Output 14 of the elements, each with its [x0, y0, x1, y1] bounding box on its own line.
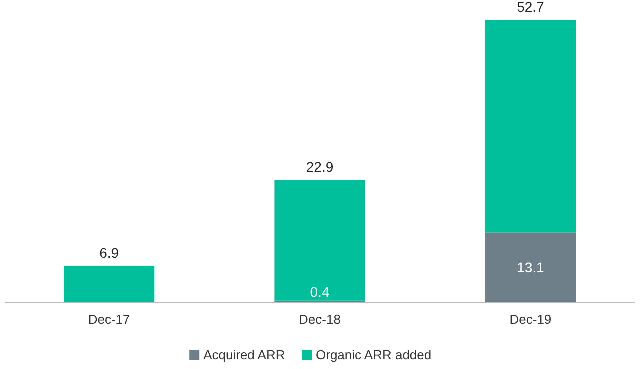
legend-label: Acquired ARR: [204, 348, 286, 363]
bar: [274, 180, 366, 301]
total-label: 52.7: [517, 0, 545, 15]
x-tick-label: Dec-18: [299, 312, 341, 328]
x-tick-label: Dec-19: [510, 312, 552, 328]
bar: [485, 232, 576, 303]
legend-label: Organic ARR added: [316, 348, 432, 363]
bar: [485, 20, 576, 233]
data-label: 0.4: [310, 284, 330, 300]
total-label: 6.9: [100, 244, 120, 261]
data-label: 13.1: [517, 260, 545, 276]
bar: [64, 266, 155, 303]
x-tick-label: Dec-17: [88, 312, 130, 328]
total-label: 22.9: [306, 159, 334, 176]
